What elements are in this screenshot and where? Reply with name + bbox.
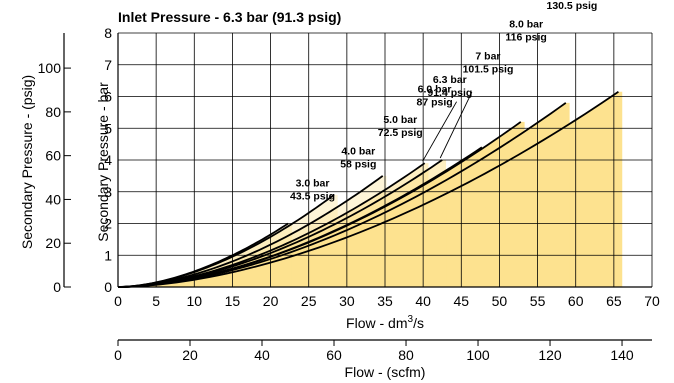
x-tick-label: 45 (453, 293, 469, 309)
fill-region (118, 175, 387, 287)
x-tick-label: 70 (644, 293, 660, 309)
x2-tick-label: 100 (466, 347, 490, 363)
x-axis-label: Flow - dm3/s (346, 314, 424, 331)
leader-line (439, 91, 473, 159)
y2-tick-label: 80 (45, 104, 61, 120)
x-tick-label: 15 (225, 293, 241, 309)
y-tick-label: 5 (104, 120, 112, 136)
series-label-psig: 91.4 psig (427, 87, 472, 99)
y-axis-label: Secondary Pressure - bar (95, 82, 111, 242)
chart-title: Inlet Pressure - 6.3 bar (91.3 psig) (118, 9, 341, 25)
x-tick-label: 5 (152, 293, 160, 309)
series-label-psig: 58 psig (340, 159, 376, 171)
x-tick-label: 25 (301, 293, 317, 309)
y-tick-label: 7 (104, 57, 112, 73)
x2-tick-label: 80 (398, 347, 414, 363)
x2-tick-label: 40 (254, 347, 270, 363)
series-label-bar: 5.0 bar (383, 114, 417, 126)
pressure-curves (117, 90, 619, 288)
x2-tick-label: 120 (538, 347, 562, 363)
y-tick-label: 6 (104, 89, 112, 105)
x-tick-label: 55 (530, 293, 546, 309)
series-label-bar: 3.0 bar (296, 177, 330, 189)
y-tick-label: 2 (104, 216, 112, 232)
x2-axis-label: Flow - (scfm) (345, 364, 426, 380)
x-tick-label: 0 (114, 293, 122, 309)
x2-tick-label: 0 (114, 347, 122, 363)
series-label-bar: 4.0 bar (341, 146, 375, 158)
y2-tick-label: 0 (53, 279, 61, 295)
series-label-bar: 6.0 bar (418, 84, 452, 96)
y2-tick-label: 60 (45, 148, 61, 164)
y-tick-label: 1 (104, 247, 112, 263)
x2-tick-label: 140 (610, 347, 634, 363)
leader-line (422, 101, 457, 162)
x2-tick-label: 60 (326, 347, 342, 363)
y2-tick-label: 20 (45, 235, 61, 251)
series-label-bar: 8.0 bar (509, 19, 543, 31)
flow-fill-regions (118, 91, 623, 288)
series-label-bar: 7 bar (475, 50, 500, 62)
series-line (117, 90, 619, 288)
x-tick-label: 10 (186, 293, 202, 309)
y2-tick-label: 40 (45, 191, 61, 207)
series-label-psig: 130.5 psig (547, 0, 598, 12)
series-label-bar: 6.3 bar (433, 74, 467, 86)
series-label-psig: 101.5 psig (463, 63, 514, 75)
series-line (117, 102, 567, 288)
fill-region (118, 223, 292, 287)
x-tick-label: 40 (415, 293, 431, 309)
y2-tick-label: 100 (38, 60, 62, 76)
series-label-psig: 87 psig (416, 97, 452, 109)
series-label-psig: 72.5 psig (378, 127, 423, 139)
series-label-psig: 116 psig (505, 32, 546, 44)
fill-region (118, 163, 429, 287)
y-tick-label: 0 (104, 279, 112, 295)
y-tick-label: 8 (104, 25, 112, 41)
axes (63, 33, 652, 346)
series-label-psig: 43.5 psig (290, 190, 335, 202)
x-tick-label: 20 (263, 293, 279, 309)
x-tick-label: 30 (339, 293, 355, 309)
fill-region (118, 194, 338, 287)
y2-axis-label: Secondary Pressure - (psig) (19, 75, 35, 249)
x-tick-label: 65 (606, 293, 622, 309)
y-tick-label: 4 (104, 152, 112, 168)
y-tick-label: 3 (104, 184, 112, 200)
x2-tick-label: 20 (182, 347, 198, 363)
x-tick-label: 60 (568, 293, 584, 309)
x-tick-label: 35 (377, 293, 393, 309)
x-tick-label: 50 (492, 293, 508, 309)
